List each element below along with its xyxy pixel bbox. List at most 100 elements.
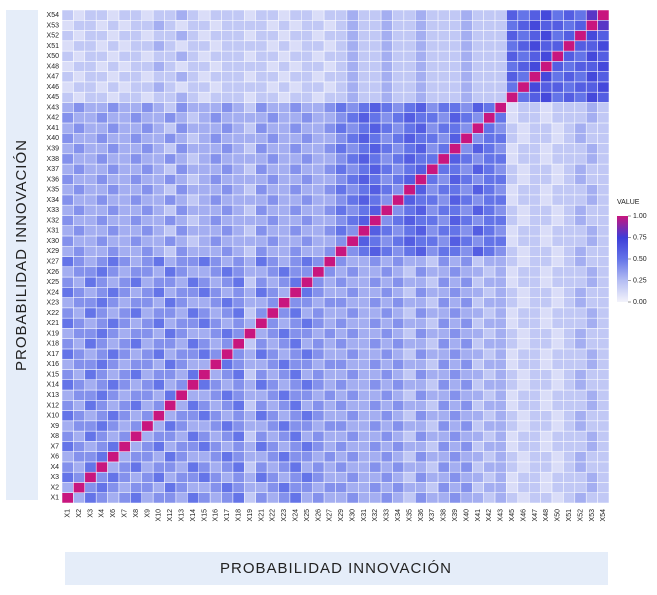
heatmap-cell (358, 389, 370, 401)
heatmap-cell (187, 194, 200, 206)
heatmap-cell (187, 184, 200, 196)
heatmap-cell (209, 317, 222, 329)
heatmap-cell (449, 194, 462, 206)
heatmap-cell (198, 317, 211, 329)
heatmap-cell (198, 492, 211, 504)
heatmap-cell (323, 50, 336, 62)
heatmap-cell (187, 256, 200, 268)
heatmap-cell (415, 204, 427, 216)
heatmap-cell (517, 122, 530, 134)
heatmap-cell (221, 174, 234, 185)
heatmap-cell (209, 91, 222, 103)
heatmap-cell (540, 194, 553, 206)
heatmap-cell (392, 30, 405, 42)
heatmap-cell (141, 20, 154, 31)
heatmap-cell (95, 287, 108, 298)
heatmap-cell (221, 20, 234, 31)
heatmap-cell (255, 471, 268, 483)
heatmap-cell (392, 451, 405, 463)
heatmap-cell (73, 215, 86, 226)
heatmap-cell (358, 471, 370, 483)
heatmap-cell (392, 389, 405, 401)
heatmap-cell (369, 307, 382, 319)
heatmap-cell (198, 379, 211, 391)
heatmap-cell (494, 204, 507, 216)
heatmap-cell (175, 91, 188, 103)
heatmap-cell (244, 410, 256, 422)
heatmap-cell (301, 245, 313, 257)
heatmap-cell (597, 266, 610, 278)
heatmap-cell (278, 348, 291, 360)
heatmap-cell (175, 307, 188, 319)
heatmap-cell (358, 287, 370, 298)
y-tick-label: X39 (47, 146, 60, 153)
heatmap-cell (175, 461, 188, 473)
heatmap-cell (289, 389, 302, 401)
heatmap-cell (517, 266, 530, 278)
heatmap-cell (278, 266, 291, 278)
heatmap-cell (198, 420, 211, 432)
heatmap-cell (232, 102, 245, 113)
y-tick-label: X37 (47, 166, 60, 173)
heatmap-cell (335, 204, 348, 216)
heatmap-cell (426, 50, 439, 62)
heatmap-cell (335, 112, 348, 124)
heatmap-cell (209, 133, 222, 144)
heatmap-cell (221, 451, 234, 463)
heatmap-cell (175, 215, 188, 226)
heatmap-cell (483, 348, 496, 360)
heatmap-cell (449, 358, 462, 370)
x-tick-label: X42 (486, 509, 493, 522)
heatmap-cell (175, 358, 188, 370)
heatmap-cell (198, 9, 211, 21)
heatmap-cell (335, 348, 348, 360)
heatmap-cell (130, 471, 143, 483)
heatmap-cell (551, 133, 564, 144)
heatmap-cell (574, 133, 587, 144)
heatmap-cell (483, 153, 496, 165)
heatmap-cell (551, 400, 564, 411)
heatmap-cell (585, 9, 598, 21)
heatmap-cell (289, 215, 302, 226)
heatmap-cell (517, 184, 530, 196)
heatmap-cell (73, 81, 86, 93)
heatmap-cell (415, 441, 427, 452)
heatmap-cell (323, 122, 336, 134)
x-tick-label: X54 (600, 509, 607, 522)
heatmap-cell (141, 112, 154, 124)
heatmap-cell (415, 143, 427, 155)
heatmap-cell (472, 348, 484, 360)
heatmap-cell (255, 184, 268, 196)
heatmap-cell (84, 348, 97, 360)
heatmap-cell (289, 245, 302, 257)
heatmap-cell (460, 389, 473, 401)
heatmap-cell (335, 297, 348, 309)
heatmap-cell (152, 492, 165, 504)
heatmap-cell (415, 174, 427, 185)
heatmap-cell (266, 225, 279, 237)
heatmap-cell (164, 420, 177, 432)
heatmap-cell (84, 194, 97, 206)
heatmap-cell (346, 441, 359, 452)
heatmap-cell (266, 50, 279, 62)
heatmap-cell (597, 81, 610, 93)
y-tick-label: X34 (47, 197, 60, 204)
heatmap-cell (255, 20, 268, 31)
heatmap-cell (415, 338, 427, 350)
heatmap-cell (221, 102, 234, 113)
heatmap-cell (483, 492, 496, 504)
heatmap-cell (449, 40, 462, 52)
heatmap-cell (107, 9, 120, 21)
heatmap-cell (84, 287, 97, 298)
heatmap-cell (232, 71, 245, 83)
heatmap-cell (449, 266, 462, 278)
heatmap-cell (369, 338, 382, 350)
heatmap-cell (403, 256, 416, 268)
heatmap-cell (346, 471, 359, 483)
heatmap-cell (278, 379, 291, 391)
heatmap-cell (335, 102, 348, 113)
heatmap-cell (209, 122, 222, 134)
heatmap-cell (540, 338, 553, 350)
heatmap-cell (472, 194, 484, 206)
heatmap-cell (369, 30, 382, 42)
